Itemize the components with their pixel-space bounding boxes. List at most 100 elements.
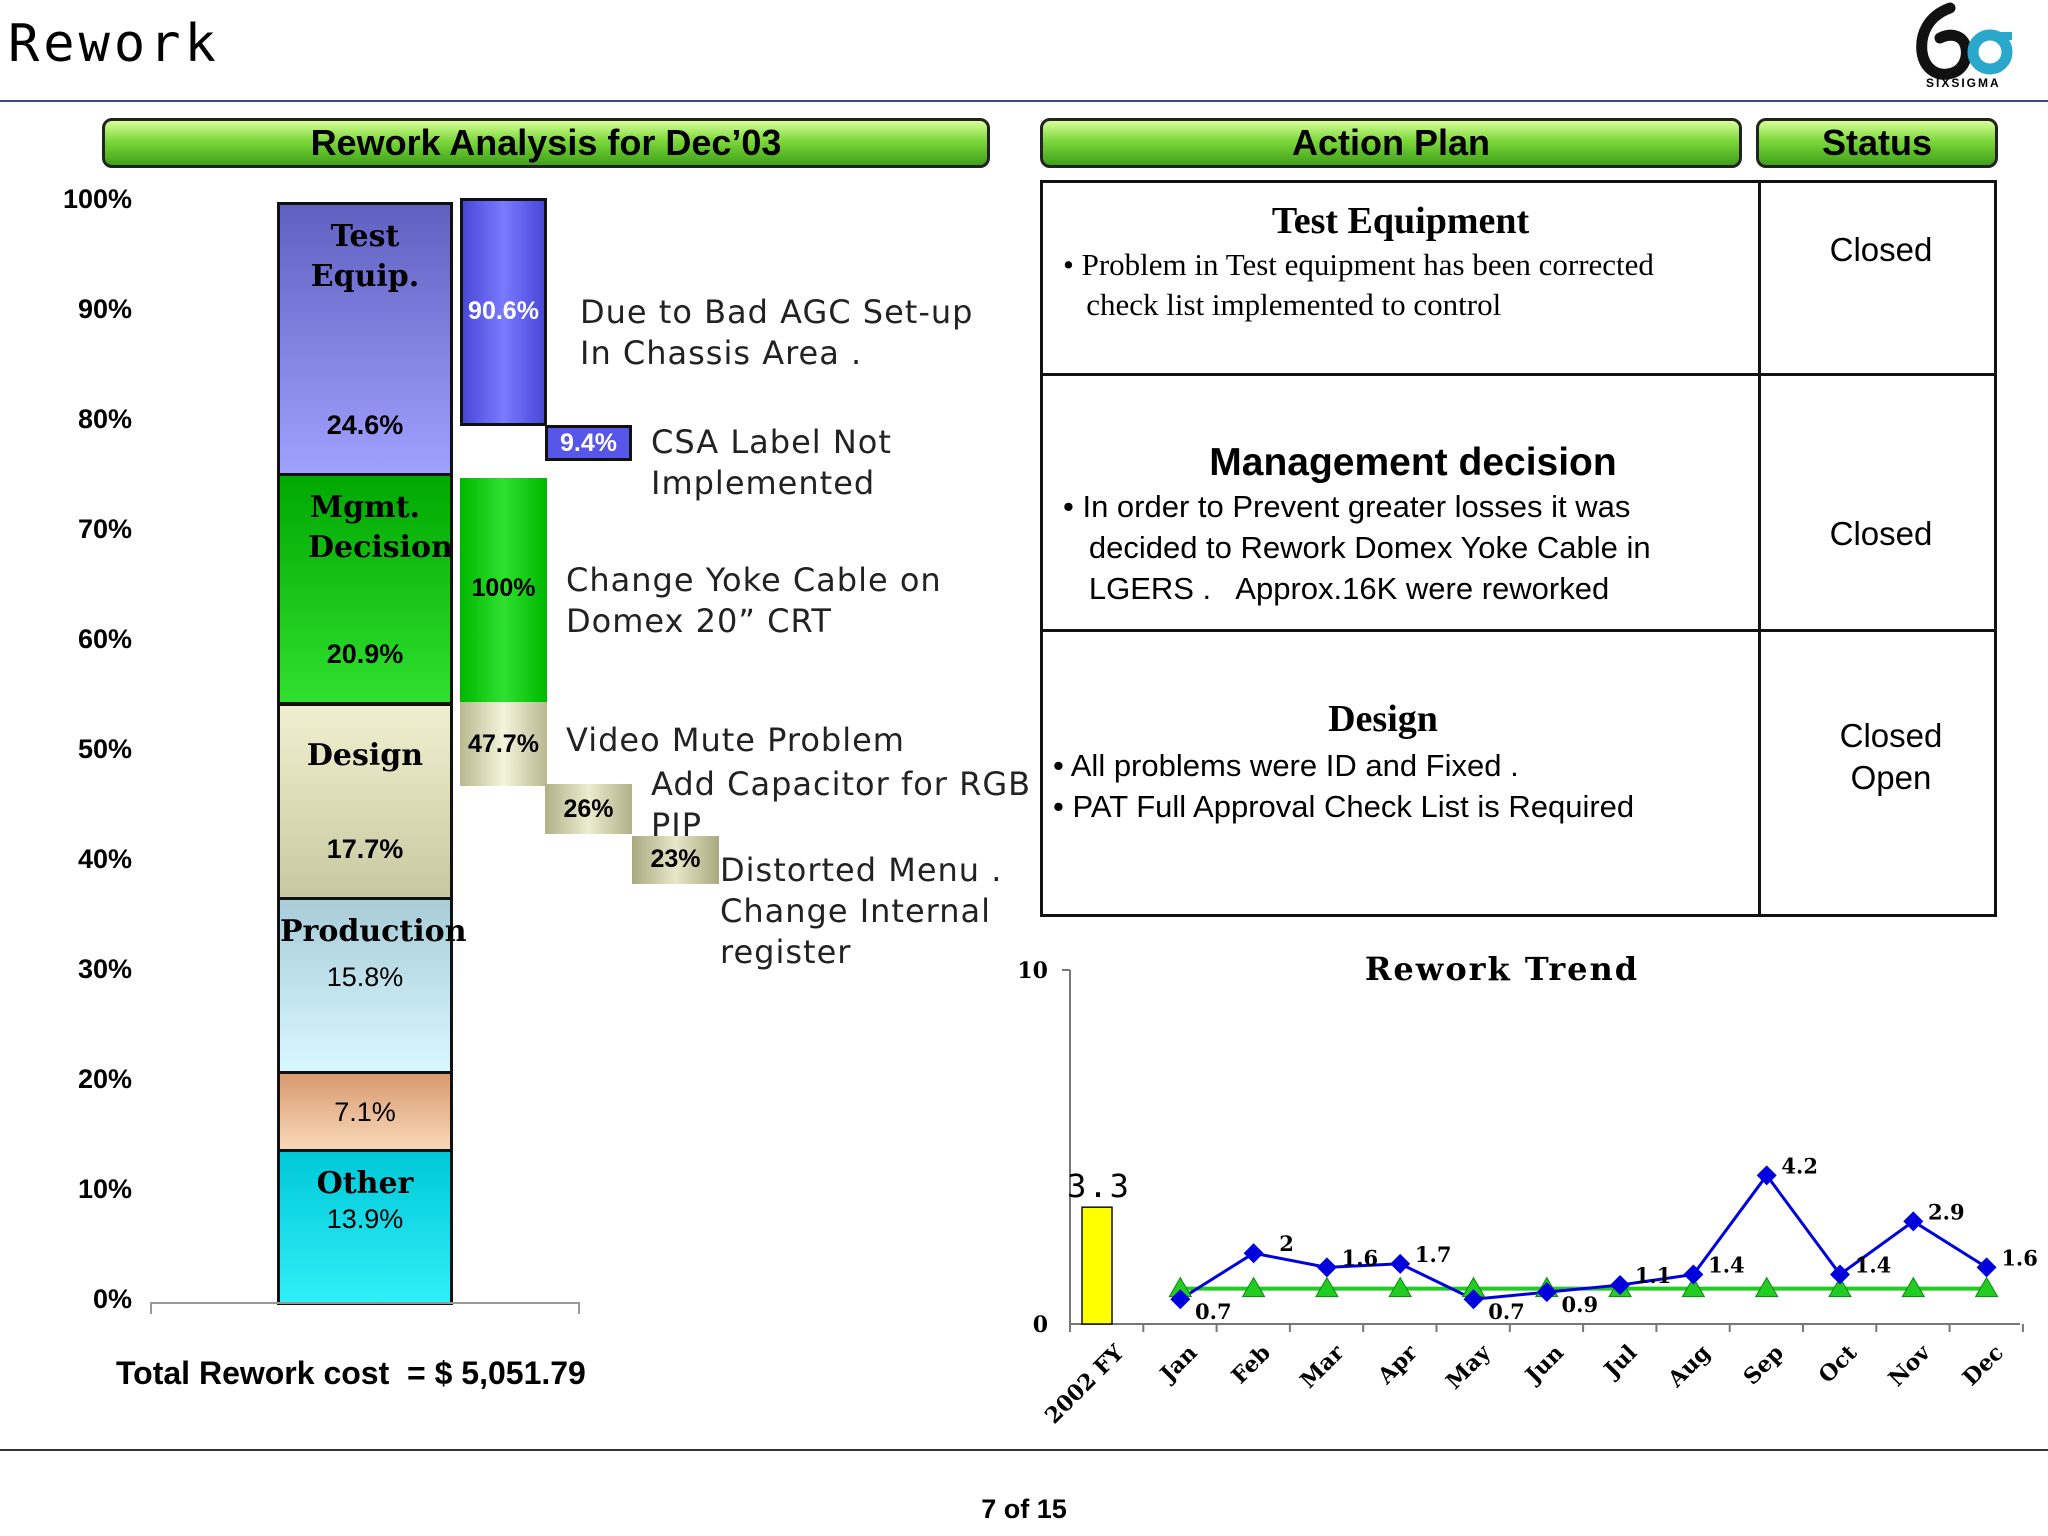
title-rule: [0, 100, 2048, 102]
bar-segment-pct: 13.9%: [326, 1204, 404, 1235]
rework-data-point: [1903, 1211, 1924, 1232]
trend-category-label: Feb: [1226, 1340, 1275, 1389]
test-equip-pct-1: 90.6%: [468, 297, 539, 325]
design-breakdown-2: 26%: [545, 784, 632, 834]
rework-data-point: [1976, 1257, 1997, 1278]
rework-data-point: [1463, 1289, 1484, 1310]
rework-data-point: [1390, 1253, 1411, 1274]
page-number: 7 of 15: [981, 1494, 1067, 1524]
action-plan-header: Action Plan: [1040, 118, 1742, 168]
target-point: [1901, 1276, 1926, 1298]
design-pct-3: 23%: [650, 845, 701, 873]
rework-data-point: [1243, 1243, 1264, 1264]
status-design: Closed Open: [1839, 717, 1943, 796]
target-point: [1681, 1276, 1706, 1298]
rework-data-point: [1316, 1257, 1337, 1278]
note-menu: Distorted Menu . Change Internal registe…: [720, 851, 1003, 971]
table-row-divider: [1043, 373, 1994, 376]
rework-data-point: [1830, 1264, 1850, 1285]
design-pct-2: 26%: [563, 795, 614, 823]
left-axis-tick-label: 60%: [77, 624, 132, 654]
rework-data-label: 2.9: [1928, 1199, 1965, 1224]
total-rework-cost: Total Rework cost = $ 5,051.79: [116, 1355, 586, 1391]
action-body-test-equipment: • Problem in Test equipment has been cor…: [1063, 247, 1654, 322]
action-title-management-decision: Management decision: [1209, 441, 1617, 484]
left-axis-tick-label: 100%: [62, 184, 132, 214]
trend-category-label: Dec: [1958, 1340, 2009, 1391]
stacked-bar: Other 13.9% 7.1% Production 15.8% Design 17.7%…: [277, 202, 467, 1305]
rework-data-label: 1.1: [1635, 1263, 1672, 1288]
footer-rule: [0, 1449, 2048, 1451]
target-point: [1828, 1276, 1852, 1298]
bar-segment-pct: 15.8%: [326, 962, 404, 993]
bar-segment-pct: 17.7%: [326, 834, 404, 865]
target-point: [1974, 1276, 1999, 1298]
action-title-design: Design: [1328, 698, 1438, 740]
rework-data-label: 0.7: [1195, 1299, 1232, 1324]
trend-category-label: Jan: [1154, 1340, 1203, 1389]
left-axis-tick-label: 0%: [92, 1284, 132, 1314]
trend-chart-title: Rework Trend: [1365, 950, 1639, 988]
trend-category-label: Oct: [1814, 1339, 1863, 1388]
left-axis-tick-label: 10%: [77, 1174, 132, 1204]
trend-category-label: Apr: [1372, 1340, 1423, 1391]
analysis-header: Rework Analysis for Dec’03: [102, 118, 990, 168]
left-chart-baseline-tick-left: [150, 1302, 152, 1314]
left-axis-tick-label: 80%: [77, 404, 132, 434]
trend-y-tick-label: 10: [1017, 958, 1048, 984]
trend-category-label: Jun: [1519, 1340, 1569, 1390]
test-equip-breakdown-2: 9.4%: [545, 425, 632, 461]
rework-data-label: 1.7: [1415, 1242, 1452, 1267]
bar-segment-design: Design 17.7%: [277, 702, 453, 901]
target-point: [1241, 1276, 1266, 1298]
bar-segment-unlabeled: 7.1%: [277, 1071, 453, 1153]
target-point: [1315, 1276, 1339, 1298]
rework-data-label: 1.6: [2001, 1245, 2038, 1270]
left-axis-tick-label: 30%: [77, 954, 132, 984]
status-management-decision: Closed: [1829, 515, 1933, 552]
bar-segment-pct: 7.1%: [334, 1097, 396, 1128]
rework-data-label: 1.4: [1855, 1252, 1892, 1277]
action-title-test-equipment: Test Equipment: [1271, 200, 1530, 242]
mgmt-pct: 100%: [471, 574, 536, 602]
fy-bar: [1081, 1206, 1113, 1325]
left-axis-tick-label: 70%: [77, 514, 132, 544]
note-video: Video Mute Problem: [566, 721, 905, 759]
status-test-equipment: Closed: [1829, 231, 1933, 268]
rework-data-label: 2: [1279, 1231, 1294, 1256]
bar-segment-name: Test Equip.: [310, 219, 420, 294]
target-point: [1388, 1276, 1413, 1298]
rework-data-point: [1610, 1275, 1631, 1296]
mgmt-breakdown: 100%: [460, 478, 547, 702]
design-breakdown-1: 47.7%: [460, 702, 547, 786]
note-agc: Due to Bad AGC Set-up In Chassis Area .: [580, 293, 974, 372]
bar-segment-pct: 20.9%: [326, 639, 404, 670]
test-equip-breakdown-1: 90.6%: [460, 198, 547, 426]
left-chart-baseline-tick-right: [578, 1302, 580, 1314]
action-body-design: • All problems were ID and Fixed . • PAT…: [1053, 748, 1635, 824]
trend-y-tick-label: 0: [1033, 1312, 1048, 1338]
note-csa: CSA Label Not Implemented: [651, 423, 892, 502]
rework-data-label: 4.2: [1781, 1153, 1818, 1178]
sigma-logo-icon: [1916, 2, 2013, 80]
left-axis-tick-label: 90%: [77, 294, 132, 324]
trend-category-label: Sep: [1739, 1340, 1789, 1390]
bar-segment-mgmt-decision: Mgmt. Decision 20.9%: [277, 472, 453, 706]
target-point: [1754, 1276, 1779, 1298]
bar-segment-other: Other 13.9%: [277, 1149, 453, 1305]
bar-segment-name: Mgmt. Decision: [308, 489, 453, 565]
left-axis-tick-label: 20%: [77, 1064, 132, 1094]
bar-segment-test-equip: Test Equip. 24.6%: [277, 202, 453, 476]
logo-text: SIXSIGMA: [1926, 76, 2001, 90]
trend-category-label: 2002 FY: [1040, 1340, 1129, 1429]
rework-data-label: 1.6: [1342, 1245, 1379, 1270]
rework-data-point: [1170, 1289, 1191, 1310]
left-axis-tick-label: 40%: [77, 844, 132, 874]
page-title: Rework: [8, 14, 220, 74]
table-row-divider: [1043, 629, 1994, 632]
action-plan-table: Test Equipment • Problem in Test equipme…: [1040, 180, 1997, 917]
trend-category-label: Mar: [1295, 1340, 1349, 1394]
rework-data-label: 0.9: [1562, 1292, 1599, 1317]
table-column-divider: [1758, 183, 1761, 914]
note-cap: Add Capacitor for RGB PIP: [651, 765, 1032, 844]
